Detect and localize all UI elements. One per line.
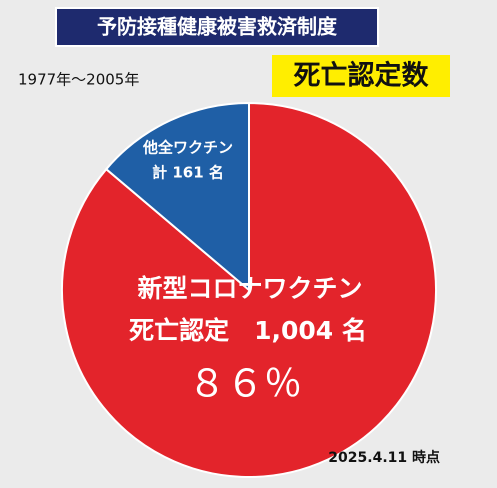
period: 1977年〜2005年 xyxy=(18,71,139,89)
chart-title: 予防接種健康被害救済制度 xyxy=(97,15,338,39)
title-box xyxy=(55,7,379,47)
chart-subtitle: 死亡認定数 xyxy=(294,60,430,92)
slice-label: 新型コロナワクチン xyxy=(137,274,362,303)
pie-slice xyxy=(104,101,250,293)
value-label: 計 161 名 xyxy=(152,164,224,182)
value-label: 死亡認定 1,004 名 xyxy=(129,316,367,345)
subtitle-box xyxy=(272,55,450,97)
pie xyxy=(61,101,437,478)
as-of: 2025.4.11 時点 xyxy=(328,449,440,466)
slice-label: 他全ワクチン xyxy=(142,139,233,157)
annotation: ８６％ xyxy=(188,362,302,406)
